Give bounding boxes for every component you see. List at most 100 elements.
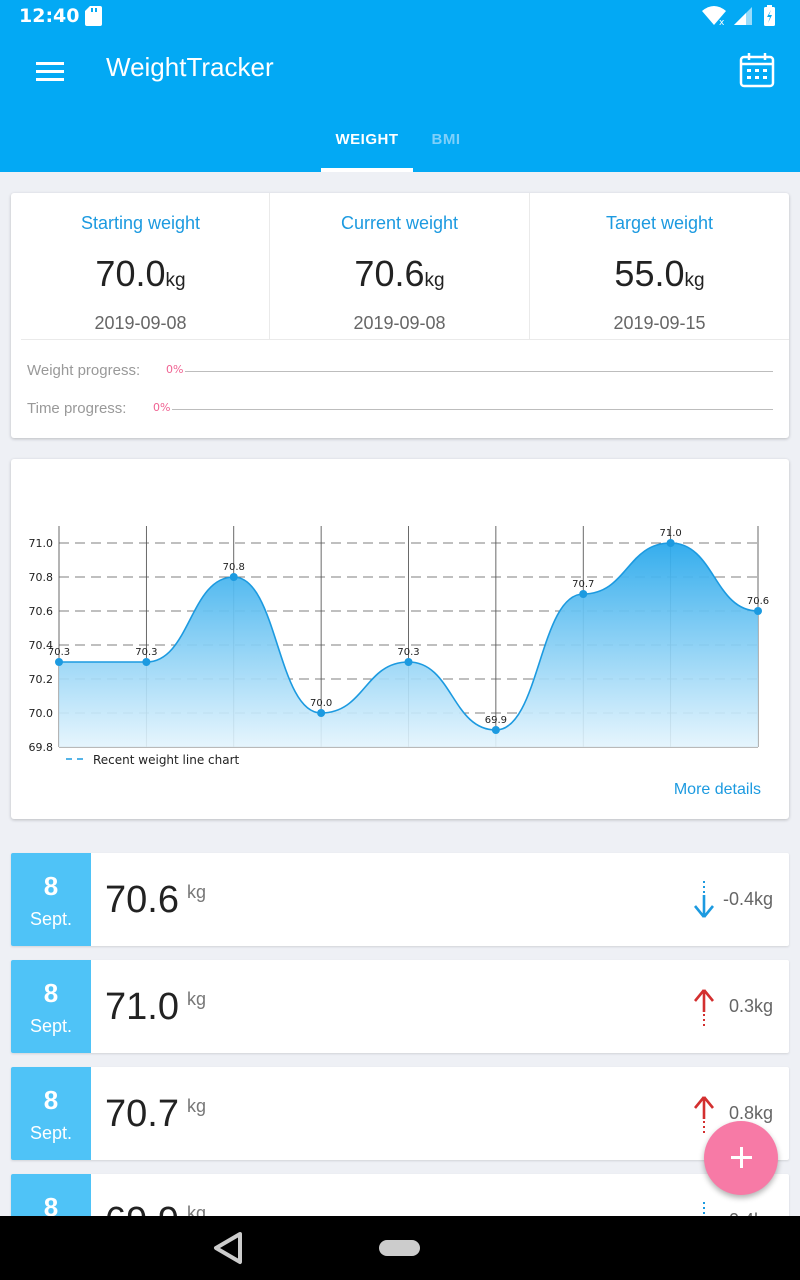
time-progress-value: 0% <box>153 401 171 414</box>
app-title: WeightTracker <box>106 52 274 82</box>
time-progress-label: Time progress: <box>27 400 127 417</box>
target-weight-value: 55.0kg <box>614 253 705 294</box>
weight-progress-value: 0% <box>166 363 184 376</box>
app-bar: WeightTracker WEIGHT BMI <box>0 32 800 172</box>
signal-icon <box>734 7 752 25</box>
arrow-up-icon <box>693 989 715 1026</box>
entry-month: Sept. <box>29 909 73 929</box>
entry-date-box: 8 Sept. <box>11 853 91 946</box>
weight-progress-label: Weight progress: <box>27 362 141 379</box>
starting-weight-label: Starting weight <box>80 213 201 233</box>
tab-indicator <box>321 168 413 172</box>
y-tick-label: 69.8 <box>29 741 54 754</box>
chart-data-point <box>754 607 762 615</box>
y-tick-label: 70.4 <box>29 639 54 652</box>
chart-card: 69.8 70.0 70.2 70.4 70.6 70.8 71.0 70.3 70.3 70.… <box>11 459 789 819</box>
y-tick-label: 70.6 <box>29 605 54 618</box>
battery-icon <box>764 5 775 26</box>
target-weight-date: 2019-09-15 <box>613 313 706 333</box>
chart-data-point <box>666 539 675 547</box>
tab-bmi[interactable]: BMI <box>414 124 478 172</box>
entry-change: 0.3kg <box>728 996 773 1016</box>
chart-data-point <box>404 658 413 666</box>
arrow-up-icon <box>693 1096 715 1133</box>
system-icons: x <box>702 5 775 27</box>
entry-month: Sept. <box>29 1123 73 1143</box>
plus-icon-vertical <box>740 1147 743 1168</box>
current-weight-label: Current weight <box>340 213 459 233</box>
tab-weight[interactable]: WEIGHT <box>321 124 413 172</box>
arrow-down-icon <box>693 881 715 918</box>
chart-data-point <box>491 726 500 734</box>
list-item[interactable]: 8 Sept. 71.0 kg 0.3kg <box>11 960 789 1053</box>
tab-weight-label: WEIGHT <box>335 131 399 148</box>
chart-data-label: 70.8 <box>223 562 245 573</box>
entry-date-box: 8 Sept. <box>11 1067 91 1160</box>
weight-progress-bar <box>185 371 773 372</box>
calendar-icon[interactable] <box>739 52 775 88</box>
chart-data-point <box>317 709 326 717</box>
home-button[interactable] <box>379 1240 420 1256</box>
status-time: 12:40 <box>19 5 80 27</box>
entry-day: 8 <box>43 978 59 1008</box>
navigation-bar <box>0 1216 800 1280</box>
more-details-link[interactable]: More details <box>673 781 761 798</box>
divider <box>21 339 789 340</box>
current-weight-date: 2019-09-08 <box>353 313 446 333</box>
divider <box>269 193 270 339</box>
entry-change: -0.4kg <box>722 889 773 909</box>
summary-card: Starting weight 70.0kg 2019-09-08 Curren… <box>11 193 789 438</box>
target-weight-label: Target weight <box>605 213 714 233</box>
add-entry-button[interactable] <box>704 1121 778 1195</box>
chart-legend-label: Recent weight line chart <box>93 753 240 767</box>
weight-line-chart: 69.8 70.0 70.2 70.4 70.6 70.8 71.0 70.3 70.3 70.… <box>29 526 769 767</box>
entry-unit: kg <box>186 1096 206 1116</box>
weight-progress-row: Weight progress: 0% <box>27 362 773 382</box>
entry-day: 8 <box>43 1192 59 1222</box>
tab-bmi-label: BMI <box>431 131 461 148</box>
y-tick-label: 70.8 <box>29 571 54 584</box>
chart-data-label: 70.3 <box>135 647 157 658</box>
entry-unit: kg <box>186 989 206 1009</box>
entry-day: 8 <box>43 871 59 901</box>
y-tick-label: 71.0 <box>29 537 54 550</box>
current-weight-stat: Current weight 70.6kg 2019-09-08 <box>270 193 529 339</box>
chart-data-point <box>229 573 238 581</box>
entry-date-box: 8 Sept. <box>11 960 91 1053</box>
target-weight-stat: Target weight 55.0kg 2019-09-15 <box>530 193 789 339</box>
time-progress-row: Time progress: 0% <box>27 400 773 420</box>
chart-data-point <box>142 658 151 666</box>
starting-weight-stat: Starting weight 70.0kg 2019-09-08 <box>11 193 270 339</box>
entry-weight: 71.0 kg <box>105 986 206 1028</box>
chart-data-label: 70.0 <box>310 698 332 709</box>
entry-day: 8 <box>43 1085 59 1115</box>
chart-data-point <box>579 590 588 598</box>
divider <box>529 193 530 339</box>
chart-data-label: 70.3 <box>397 647 419 658</box>
entry-month: Sept. <box>29 1016 73 1036</box>
entry-unit: kg <box>186 882 206 902</box>
chart-data-label: 69.9 <box>485 715 507 726</box>
y-tick-label: 70.0 <box>29 707 54 720</box>
chart-data-label: 70.7 <box>572 579 594 590</box>
entry-weight: 70.7 kg <box>105 1093 206 1135</box>
starting-weight-value: 70.0kg <box>95 253 186 294</box>
current-weight-value: 70.6kg <box>354 253 445 294</box>
wifi-icon: x <box>702 6 726 27</box>
chart-data-label: 71.0 <box>659 528 681 539</box>
entry-change: 0.8kg <box>728 1103 773 1123</box>
sd-card-icon <box>85 6 102 26</box>
list-item[interactable]: 8 Sept. 70.7 kg 0.8kg <box>11 1067 789 1160</box>
chart-data-label: 70.3 <box>48 647 70 658</box>
list-item[interactable]: 8 Sept. 70.6 kg -0.4kg <box>11 853 789 946</box>
entry-weight: 70.6 kg <box>105 879 206 921</box>
chart-data-label: 70.6 <box>747 596 769 607</box>
status-bar: 12:40 x <box>0 0 800 32</box>
chart-data-point <box>55 658 63 666</box>
chart-legend: Recent weight line chart <box>66 753 240 767</box>
starting-weight-date: 2019-09-08 <box>94 313 187 333</box>
svg-text:x: x <box>719 18 725 27</box>
time-progress-bar <box>172 409 773 410</box>
hamburger-menu-icon[interactable] <box>36 60 64 82</box>
back-icon[interactable] <box>210 1230 246 1266</box>
